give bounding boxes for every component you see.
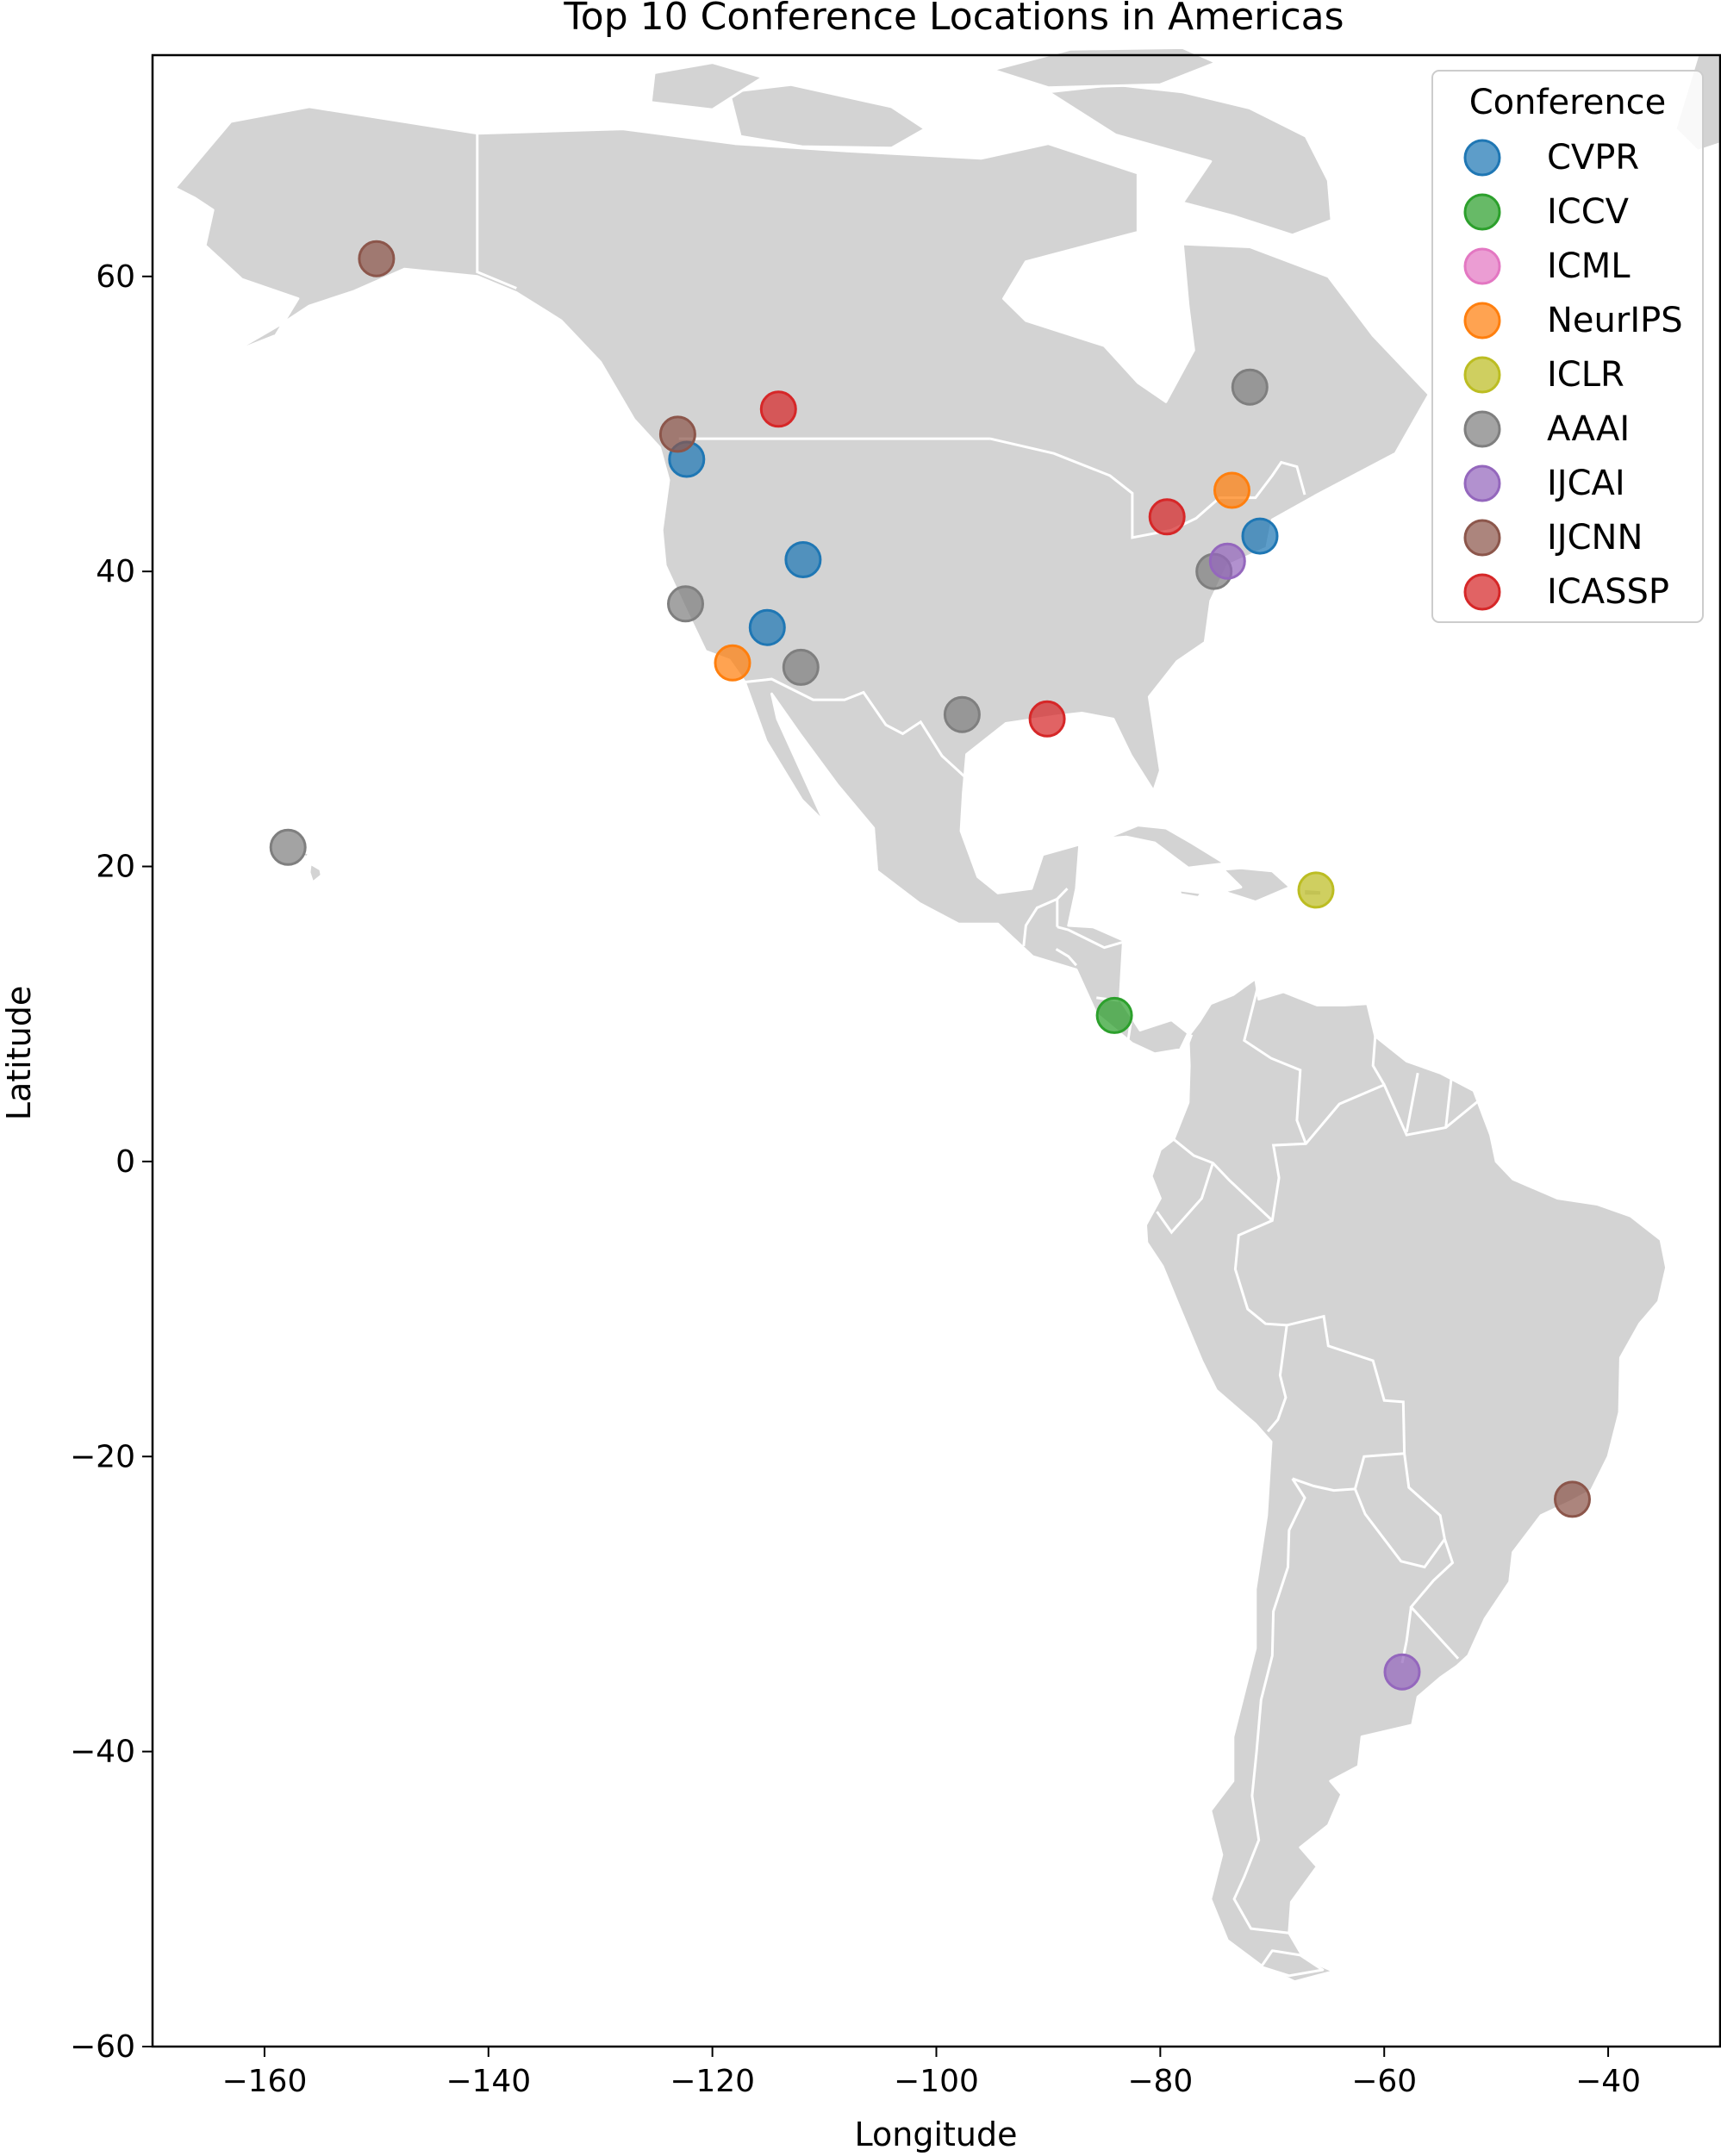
x-axis-label: Longitude bbox=[855, 2115, 1018, 2153]
point-neurips-2 bbox=[1213, 471, 1250, 509]
border-colombia-venezuela bbox=[1243, 987, 1307, 1144]
conference-points bbox=[269, 240, 1591, 1691]
border-ecuador-peru bbox=[1156, 1162, 1214, 1235]
point-cvpr-4 bbox=[1241, 517, 1279, 555]
point-iclr-1 bbox=[1297, 871, 1335, 909]
point-cvpr-2 bbox=[784, 541, 822, 578]
legend-marker-aaai bbox=[1463, 410, 1501, 448]
x-tick-label: −140 bbox=[446, 2064, 531, 2099]
legend-label-icassp: ICASSP bbox=[1547, 572, 1669, 612]
north-america-landmass bbox=[173, 105, 1431, 1056]
hispaniola bbox=[1221, 866, 1292, 904]
baffin-island bbox=[1046, 83, 1333, 237]
y-tick-label: 60 bbox=[96, 259, 135, 295]
legend-label-neurips: NeurIPS bbox=[1547, 301, 1683, 340]
jamaica bbox=[1177, 888, 1203, 899]
y-axis: −60 −40 −20 0 20 40 60 bbox=[70, 259, 153, 2065]
legend-label-aaai: AAAI bbox=[1547, 409, 1630, 449]
point-cvpr-3 bbox=[748, 608, 786, 646]
point-aaai-3 bbox=[782, 648, 820, 686]
y-tick-label: −40 bbox=[70, 1735, 135, 1770]
tierra-del-fuego bbox=[1259, 1949, 1325, 1978]
legend-marker-iccv bbox=[1463, 193, 1501, 231]
border-central-america-1 bbox=[1055, 948, 1078, 967]
x-axis: −160 −140 −120 −100 −80 −60 −40 bbox=[221, 2047, 1641, 2099]
banks-island bbox=[649, 61, 764, 111]
y-tick-label: 40 bbox=[96, 554, 135, 589]
legend-label-iccv: ICCV bbox=[1547, 192, 1630, 232]
point-icassp-2 bbox=[1148, 498, 1186, 536]
legend-label-cvpr: CVPR bbox=[1547, 138, 1639, 178]
point-neurips-1 bbox=[714, 644, 751, 682]
legend: Conference CVPR ICCV ICML NeurIPS ICLR AAAI IJ… bbox=[1431, 70, 1704, 623]
legend-label-ijcnn: IJCNN bbox=[1547, 518, 1643, 558]
x-tick-label: −160 bbox=[221, 2064, 307, 2099]
point-ijcnn-1 bbox=[358, 240, 396, 277]
y-tick-label: 20 bbox=[96, 850, 135, 885]
point-ijcnn-2 bbox=[658, 415, 696, 453]
x-tick-label: −80 bbox=[1127, 2064, 1193, 2099]
legend-marker-neurips bbox=[1463, 302, 1501, 340]
border-us-mexico bbox=[745, 677, 969, 781]
border-mexico-central-america bbox=[1022, 888, 1069, 947]
legend-marker-ijcai bbox=[1463, 464, 1501, 502]
y-axis-label: Latitude bbox=[0, 986, 38, 1120]
legend-marker-icml bbox=[1463, 247, 1501, 285]
y-tick-label: 0 bbox=[115, 1144, 135, 1180]
border-suriname-guiana bbox=[1444, 1077, 1453, 1128]
x-tick-label: −40 bbox=[1575, 2064, 1641, 2099]
border-canada-us-great-lakes bbox=[989, 437, 1306, 539]
point-aaai-1 bbox=[1231, 368, 1269, 406]
border-chile-argentina bbox=[1232, 1478, 1306, 1935]
border-panama-colombia bbox=[1182, 1034, 1194, 1056]
point-ijcai-1 bbox=[1208, 542, 1246, 580]
point-aaai-4 bbox=[943, 695, 981, 733]
point-aaai-6 bbox=[269, 828, 307, 866]
point-icassp-3 bbox=[1028, 700, 1066, 738]
legend-marker-icassp bbox=[1463, 573, 1501, 611]
x-tick-label: −120 bbox=[670, 2064, 755, 2099]
border-alaska-canada bbox=[476, 133, 517, 290]
legend-marker-cvpr bbox=[1463, 139, 1501, 177]
point-ijcnn-3 bbox=[1554, 1480, 1591, 1518]
legend-label-iclr: ICLR bbox=[1547, 355, 1624, 395]
border-paraguay-bolivia bbox=[1353, 1452, 1405, 1490]
hawaii-big-island bbox=[308, 862, 323, 884]
legend-label-icml: ICML bbox=[1547, 246, 1631, 286]
border-venezuela-guyana bbox=[1371, 1036, 1386, 1086]
point-aaai-2 bbox=[667, 585, 704, 623]
land-basemap bbox=[173, 46, 1721, 1984]
legend-marker-ijcnn bbox=[1463, 519, 1501, 557]
border-central-america-2 bbox=[1057, 925, 1126, 950]
y-tick-label: −20 bbox=[70, 1439, 135, 1474]
x-tick-label: −100 bbox=[894, 2064, 979, 2099]
country-borders bbox=[476, 133, 1480, 1935]
point-icassp-1 bbox=[759, 390, 797, 428]
chart-title: Top 10 Conference Locations in Americas bbox=[563, 0, 1344, 39]
ellesmere-island bbox=[991, 46, 1218, 90]
legend-marker-iclr bbox=[1463, 356, 1501, 394]
legend-title: Conference bbox=[1469, 83, 1667, 122]
border-guyana-suriname bbox=[1405, 1072, 1419, 1132]
border-peru-bolivia-chile bbox=[1266, 1324, 1288, 1433]
cuba bbox=[1104, 824, 1227, 869]
y-tick-label: −60 bbox=[70, 2029, 135, 2065]
x-tick-label: −60 bbox=[1351, 2064, 1417, 2099]
point-iccv-1 bbox=[1095, 996, 1133, 1034]
border-bolivia-paraguay-argentina bbox=[1292, 1477, 1446, 1569]
legend-label-ijcai: IJCAI bbox=[1547, 464, 1625, 503]
point-ijcai-2 bbox=[1383, 1653, 1421, 1691]
